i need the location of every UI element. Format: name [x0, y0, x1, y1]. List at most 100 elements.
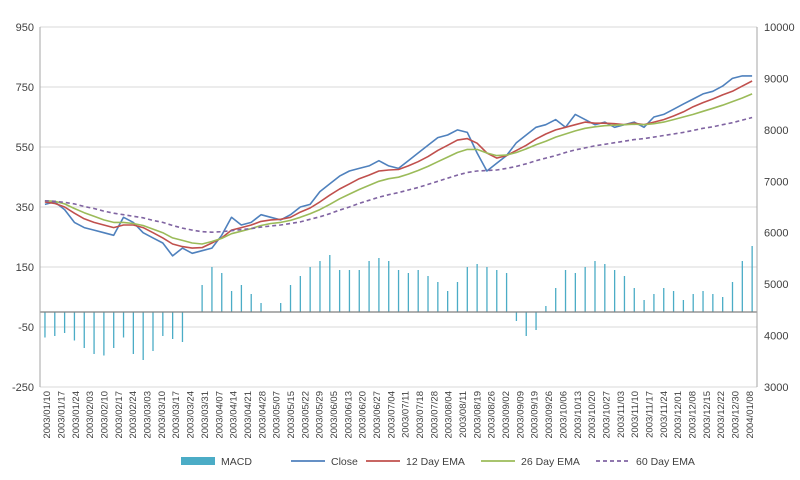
macd-bar — [319, 261, 321, 312]
legend-item: 26 Day EMA — [481, 456, 580, 468]
macd-bar — [466, 267, 468, 312]
macd-bar — [447, 291, 449, 312]
x-tick-label: 2003/03/31 — [200, 391, 211, 439]
macd-bar — [515, 312, 518, 321]
macd-bar — [613, 270, 616, 312]
macd-bar — [122, 312, 125, 338]
macd-bar — [211, 267, 213, 312]
x-tick-label: 2003/07/28 — [429, 391, 440, 439]
left-tick-label: -250 — [12, 382, 34, 394]
macd-bar — [162, 312, 164, 336]
macd-bar — [751, 246, 753, 312]
macd-bar — [54, 312, 56, 336]
right-tick-label: 6000 — [764, 228, 788, 240]
x-tick-label: 2003/12/01 — [673, 391, 684, 439]
x-tick-label: 2003/03/03 — [143, 391, 154, 439]
legend-label: MACD — [221, 456, 252, 468]
x-tick-label: 2003/12/08 — [687, 391, 698, 439]
macd-bar — [643, 300, 645, 312]
x-tick-label: 2003/10/27 — [601, 391, 612, 439]
macd-bar — [584, 267, 586, 312]
legend-label: 60 Day EMA — [636, 456, 695, 468]
left-tick-label: 750 — [16, 82, 34, 94]
left-tick-label: 150 — [16, 262, 34, 274]
macd-bar — [388, 261, 390, 312]
macd-bar — [348, 270, 351, 312]
macd-bar — [132, 312, 135, 354]
macd-bar — [44, 312, 46, 338]
macd-bar — [329, 255, 331, 312]
price-lines — [44, 75, 753, 257]
macd-bar — [486, 267, 488, 312]
macd-bar — [545, 306, 547, 312]
series-line-60-day-ema — [44, 116, 753, 233]
x-tick-label: 2003/02/03 — [85, 391, 96, 439]
axes: 950 750 550 350 150 -50 -250 10000 9000 8000 7000 6… — [12, 22, 795, 439]
x-tick-label: 2003/07/11 — [401, 391, 412, 438]
macd-bar — [113, 312, 115, 348]
macd-bar — [663, 288, 665, 312]
macd-bar — [103, 312, 105, 356]
macd-bar — [63, 312, 66, 333]
x-tick-label: 2003/12/30 — [730, 391, 741, 439]
x-tick-label: 2003/02/10 — [100, 391, 111, 439]
macd-bar — [682, 300, 685, 312]
legend-item: Close — [291, 456, 358, 468]
macd-bar — [221, 273, 223, 312]
x-tick-label: 2003/08/26 — [487, 391, 498, 439]
x-tick-label: 2003/12/22 — [716, 391, 727, 439]
macd-bar — [672, 291, 675, 312]
macd-bar — [309, 267, 311, 312]
series-line-12-day-ema — [44, 80, 753, 249]
x-tick-label: 2003/01/17 — [57, 391, 68, 439]
macd-bar — [417, 270, 419, 312]
macd-bar — [260, 303, 262, 312]
x-tick-label: 2003/04/21 — [243, 391, 254, 439]
macd-bar — [535, 312, 537, 330]
x-tick-label: 2003/07/04 — [386, 391, 397, 439]
macd-bar — [437, 282, 439, 312]
left-tick-label: 950 — [16, 22, 34, 34]
x-tick-label: 2003/08/19 — [472, 391, 483, 439]
macd-bar — [289, 285, 292, 312]
macd-bar — [358, 270, 360, 312]
series-line-26-day-ema — [44, 93, 753, 245]
macd-bar — [702, 291, 704, 312]
x-tick-label: 2003/03/10 — [157, 391, 168, 439]
macd-bar — [407, 273, 410, 312]
grid-lines — [40, 26, 757, 388]
x-tick-label: 2003/06/20 — [358, 391, 369, 439]
macd-bar — [152, 312, 154, 351]
macd-bar — [201, 285, 203, 312]
macd-bar — [505, 273, 508, 312]
legend: MACD Close 12 Day EMA 26 Day EMA 60 Day EMA — [181, 456, 695, 468]
x-tick-label: 2003/04/07 — [214, 391, 225, 439]
right-tick-label: 10000 — [764, 22, 795, 34]
x-tick-label: 2003/05/22 — [300, 391, 311, 439]
x-tick-label: 2003/02/17 — [114, 391, 125, 439]
macd-bar — [299, 276, 301, 312]
macd-bar — [378, 258, 380, 312]
x-tick-label: 2003/08/11 — [458, 391, 469, 438]
macd-bar — [181, 312, 184, 342]
x-tick-label: 2003/10/06 — [558, 391, 569, 439]
macd-bar — [73, 312, 76, 341]
x-tick-label: 2003/06/05 — [329, 391, 340, 439]
x-tick-label: 2004/01/08 — [745, 391, 756, 439]
x-tick-label: 2003/11/03 — [616, 391, 627, 438]
macd-bar — [250, 294, 252, 312]
x-tick-label: 2003/01/24 — [71, 391, 82, 439]
macd-bar — [564, 270, 567, 312]
macd-bar — [368, 261, 370, 312]
x-tick-label: 2003/04/14 — [229, 391, 240, 439]
macd-bar — [142, 312, 144, 360]
macd-bar — [653, 294, 655, 312]
x-tick-label: 2003/08/04 — [444, 391, 455, 439]
right-tick-label: 4000 — [764, 331, 788, 343]
x-tick-label: 2003/10/20 — [587, 391, 598, 439]
x-tick-label: 2003/09/26 — [544, 391, 555, 439]
legend-label: 26 Day EMA — [521, 456, 580, 468]
x-tick-label: 2003/03/24 — [186, 391, 197, 439]
right-tick-label: 3000 — [764, 382, 788, 394]
